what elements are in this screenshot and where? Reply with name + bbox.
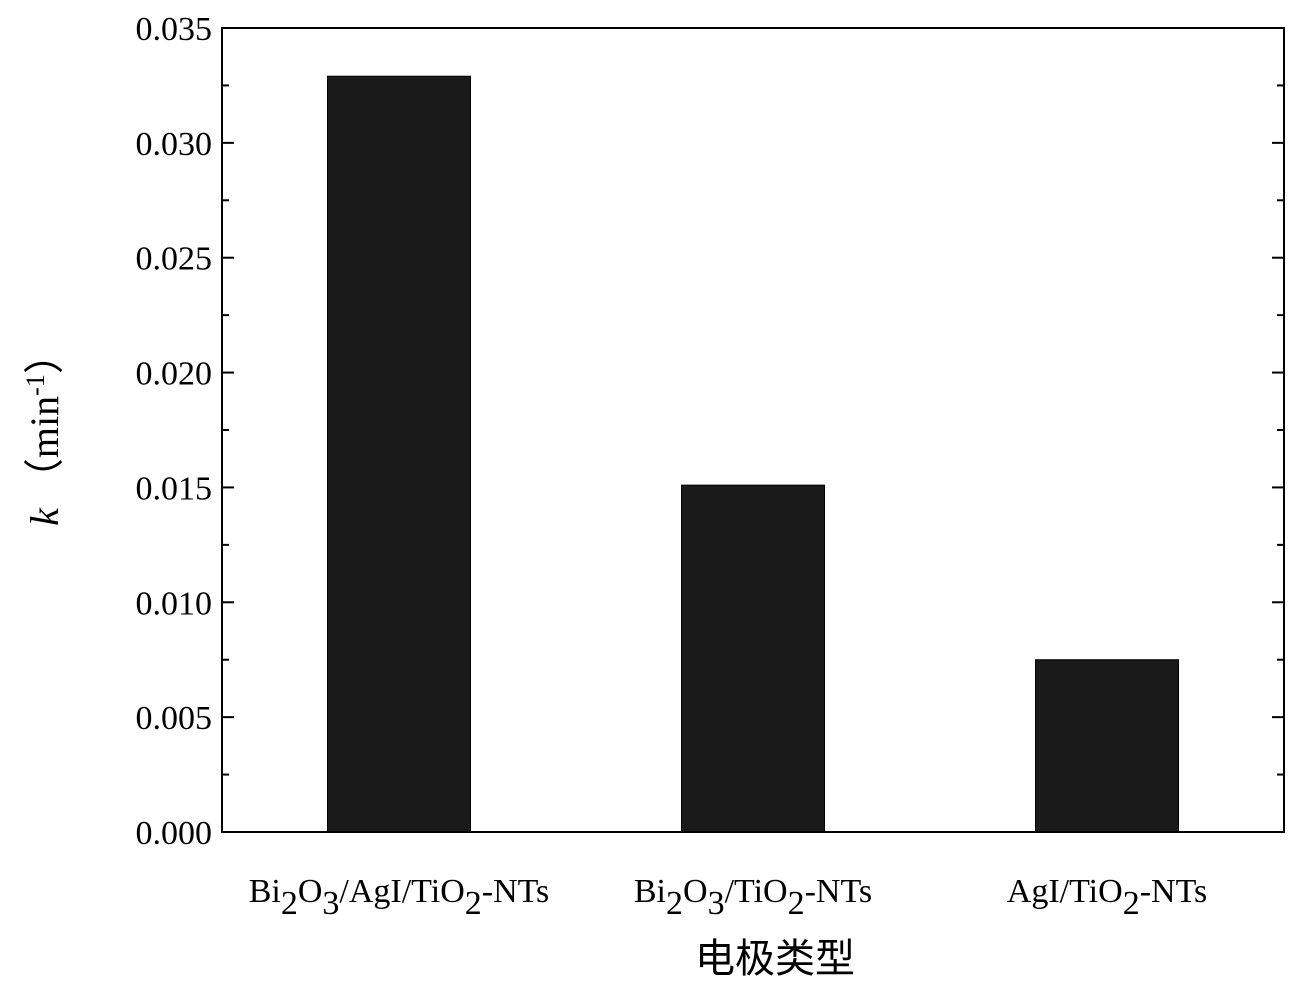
bar-2 <box>681 484 825 833</box>
bar-3 <box>1035 659 1179 833</box>
y-tick-label: 0.025 <box>136 241 213 278</box>
x-category-labels-group: Bi2O3/AgI/TiO2-NTs Bi2O3/TiO2-NTs AgI/TiO2… <box>249 873 1207 922</box>
x-category-label: Bi2O3/TiO2-NTs <box>634 873 872 922</box>
y-tick-label: 0.030 <box>136 126 213 163</box>
y-axis-title: k （min-1） <box>21 334 67 526</box>
plot-frame <box>221 27 1285 833</box>
x-category-label: Bi2O3/AgI/TiO2-NTs <box>249 873 550 922</box>
bar-1 <box>327 75 471 833</box>
y-tick-label: 0.005 <box>136 700 213 737</box>
x-axis-title: 电极类型 <box>695 936 855 981</box>
minor-ticks-group <box>222 84 1284 776</box>
y-tick-labels-group: 0.000 0.005 0.010 0.015 0.020 0.025 0.030 0.035 <box>136 11 213 852</box>
y-tick-label: 0.035 <box>136 11 213 48</box>
x-category-label: AgI/TiO2-NTs <box>1007 873 1207 922</box>
y-tick-label: 0.010 <box>136 585 213 622</box>
y-tick-label: 0.000 <box>136 815 213 852</box>
y-tick-label: 0.015 <box>136 470 213 507</box>
bars-group <box>327 75 1179 833</box>
y-tick-label: 0.020 <box>136 356 213 393</box>
